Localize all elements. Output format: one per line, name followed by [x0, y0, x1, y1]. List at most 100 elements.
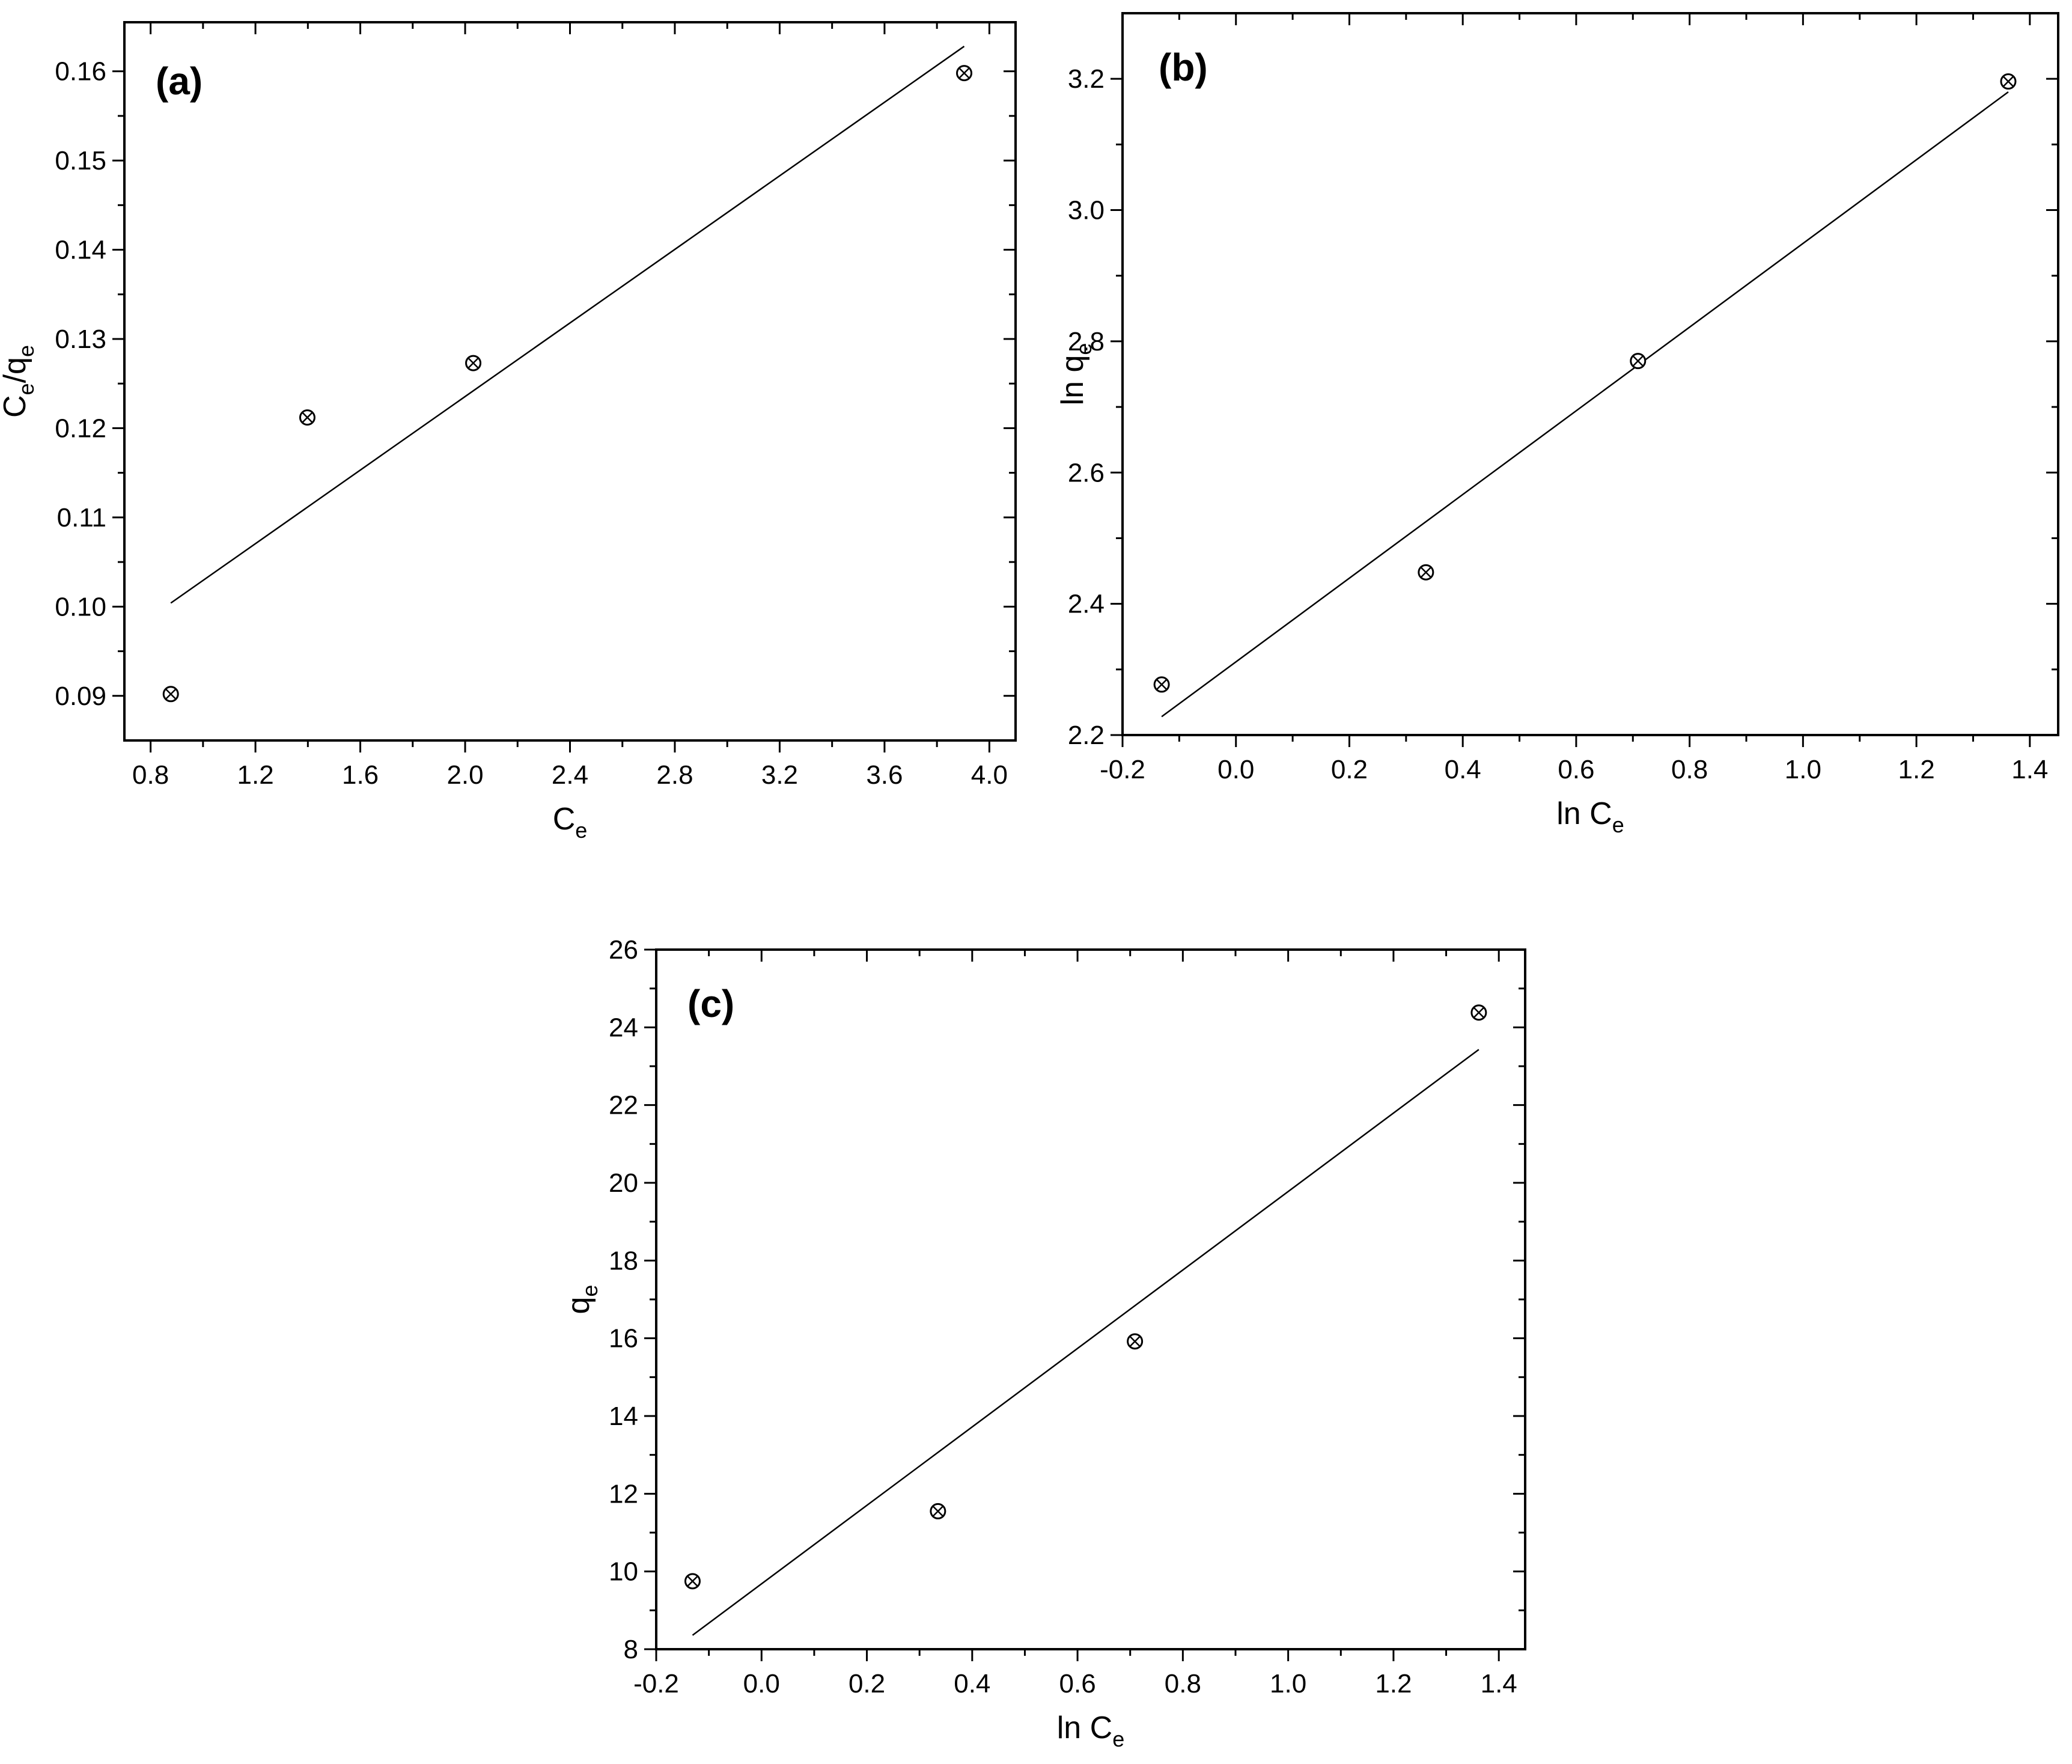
y-tick-label: 0.13 — [55, 325, 106, 354]
y-axis-label-subscript: e — [577, 1285, 602, 1297]
data-point-cross — [1156, 679, 1168, 691]
y-tick-label: 2.8 — [1068, 327, 1105, 356]
data-point-cross — [1632, 355, 1644, 367]
y-tick-label: 26 — [609, 935, 638, 965]
x-axis-label: ln Ce — [1057, 1711, 1125, 1751]
x-tick-label: 1.2 — [1898, 755, 1935, 784]
chart-panel-c: -0.2 0.0 0.2 0.4 0.6 0.8 1.0 1.2 1.4 8 10 12 14 16 18 2… — [561, 935, 1526, 1751]
chart-panel-a: 0.8 1.2 1.6 2.0 2.4 2.8 3.2 3.6 4.0 0.09 0.10 0.11 0… — [0, 21, 1017, 843]
y-tick-label: 8 — [624, 1635, 638, 1664]
fit-line — [692, 1049, 1479, 1636]
x-tick-label: 0.4 — [954, 1669, 990, 1698]
x-tick-label: 0.4 — [1445, 755, 1481, 784]
y-tick-label: 2.2 — [1068, 721, 1105, 750]
x-tick-label: 0.0 — [743, 1669, 780, 1698]
y-tick-label: 16 — [609, 1324, 638, 1354]
y-tick-label: 20 — [609, 1168, 638, 1198]
data-point-cross — [302, 412, 313, 423]
x-tick-label: 3.2 — [761, 760, 798, 790]
x-axis-label-text: ln C — [1057, 1711, 1112, 1745]
y-tick-label: 2.4 — [1068, 590, 1105, 619]
x-axis-label: Ce — [553, 802, 588, 843]
plot-frame — [655, 948, 1526, 1650]
y-tick-label: 18 — [609, 1246, 638, 1275]
y-axis-label-subscript: e — [14, 345, 38, 357]
x-axis-label: ln Ce — [1556, 796, 1624, 837]
x-tick-label: 1.6 — [342, 760, 379, 790]
data-point — [956, 65, 973, 82]
y-axis-label: qe — [561, 1285, 602, 1314]
x-tick-label: 0.6 — [1558, 755, 1594, 784]
x-tick-label: 2.0 — [446, 760, 483, 790]
data-point-cross — [2002, 76, 2014, 87]
data-point-cross — [1473, 1007, 1485, 1019]
data-point — [162, 686, 179, 703]
x-tick-label: 1.0 — [1785, 755, 1821, 784]
data-point-cross — [958, 67, 970, 79]
x-axis-label-text: C — [553, 802, 576, 837]
panel-label: (b) — [1159, 46, 1208, 89]
x-tick-label: 0.0 — [1217, 755, 1254, 784]
fit-line — [170, 46, 965, 604]
data-point-cross — [1129, 1335, 1141, 1347]
y-tick-label: 0.11 — [57, 503, 106, 533]
data-point-cross — [468, 357, 479, 369]
data-point — [2000, 73, 2017, 90]
data-point — [465, 355, 482, 371]
data-point — [684, 1573, 701, 1590]
y-axis-label-text: q — [561, 1297, 596, 1314]
data-point — [1127, 1333, 1144, 1350]
data-point — [1418, 564, 1434, 581]
y-tick-label: 0.12 — [55, 414, 106, 443]
x-tick-label: 0.2 — [849, 1669, 885, 1698]
y-tick-label: 3.0 — [1068, 196, 1105, 225]
y-tick-label: 0.14 — [55, 236, 106, 265]
y-tick-label: 14 — [609, 1402, 638, 1431]
panel-label: (c) — [687, 982, 734, 1025]
plot-frame — [123, 21, 1017, 742]
y-tick-label: 0.09 — [55, 682, 106, 711]
x-tick-label: 1.2 — [237, 760, 274, 790]
y-axis-label-text: C — [0, 395, 32, 418]
x-tick-label: 2.8 — [656, 760, 693, 790]
y-axis-label: Ce/qe — [0, 345, 38, 418]
x-tick-label: 0.8 — [132, 760, 169, 790]
data-point — [1470, 1004, 1487, 1021]
data-point-cross — [165, 688, 177, 700]
data-point — [1153, 676, 1170, 693]
y-tick-label: 24 — [609, 1013, 638, 1042]
x-tick-label: -0.2 — [633, 1669, 679, 1698]
plot-frame — [1121, 12, 2059, 736]
x-axis-label-subscript: e — [1112, 1727, 1124, 1751]
x-tick-label: 1.2 — [1375, 1669, 1412, 1698]
y-axis-label-text: /q — [0, 357, 32, 383]
panel-label: (a) — [156, 60, 203, 103]
data-point — [930, 1503, 946, 1519]
y-axis-label-subscript: e — [1071, 343, 1096, 355]
data-point — [1630, 353, 1647, 370]
y-tick-label: 10 — [609, 1557, 638, 1587]
y-axis-label-text: ln q — [1055, 355, 1090, 406]
fit-line — [1161, 91, 2009, 718]
x-tick-label: -0.2 — [1100, 755, 1145, 784]
x-tick-label: 0.2 — [1331, 755, 1368, 784]
x-tick-label: 3.6 — [866, 760, 903, 790]
x-axis-label-text: ln C — [1556, 796, 1612, 831]
data-point — [299, 409, 315, 426]
x-tick-label: 1.4 — [1481, 1669, 1517, 1698]
y-tick-label: 2.6 — [1068, 458, 1105, 487]
data-point-cross — [1420, 566, 1432, 578]
x-tick-label: 1.0 — [1270, 1669, 1306, 1698]
chart-panel-b: -0.2 0.0 0.2 0.4 0.6 0.8 1.0 1.2 1.4 2.2 2.4 2.6 2.8… — [1055, 12, 2059, 837]
y-axis-label: ln qe — [1055, 343, 1096, 406]
y-tick-label: 0.16 — [55, 57, 106, 87]
y-tick-label: 0.10 — [55, 592, 106, 621]
y-tick-label: 3.2 — [1068, 64, 1105, 94]
data-point-cross — [932, 1506, 944, 1517]
y-tick-label: 12 — [609, 1479, 638, 1509]
x-tick-label: 0.8 — [1165, 1669, 1201, 1698]
x-tick-label: 1.4 — [2011, 755, 2048, 784]
y-tick-label: 22 — [609, 1091, 638, 1120]
x-tick-label: 0.6 — [1059, 1669, 1096, 1698]
